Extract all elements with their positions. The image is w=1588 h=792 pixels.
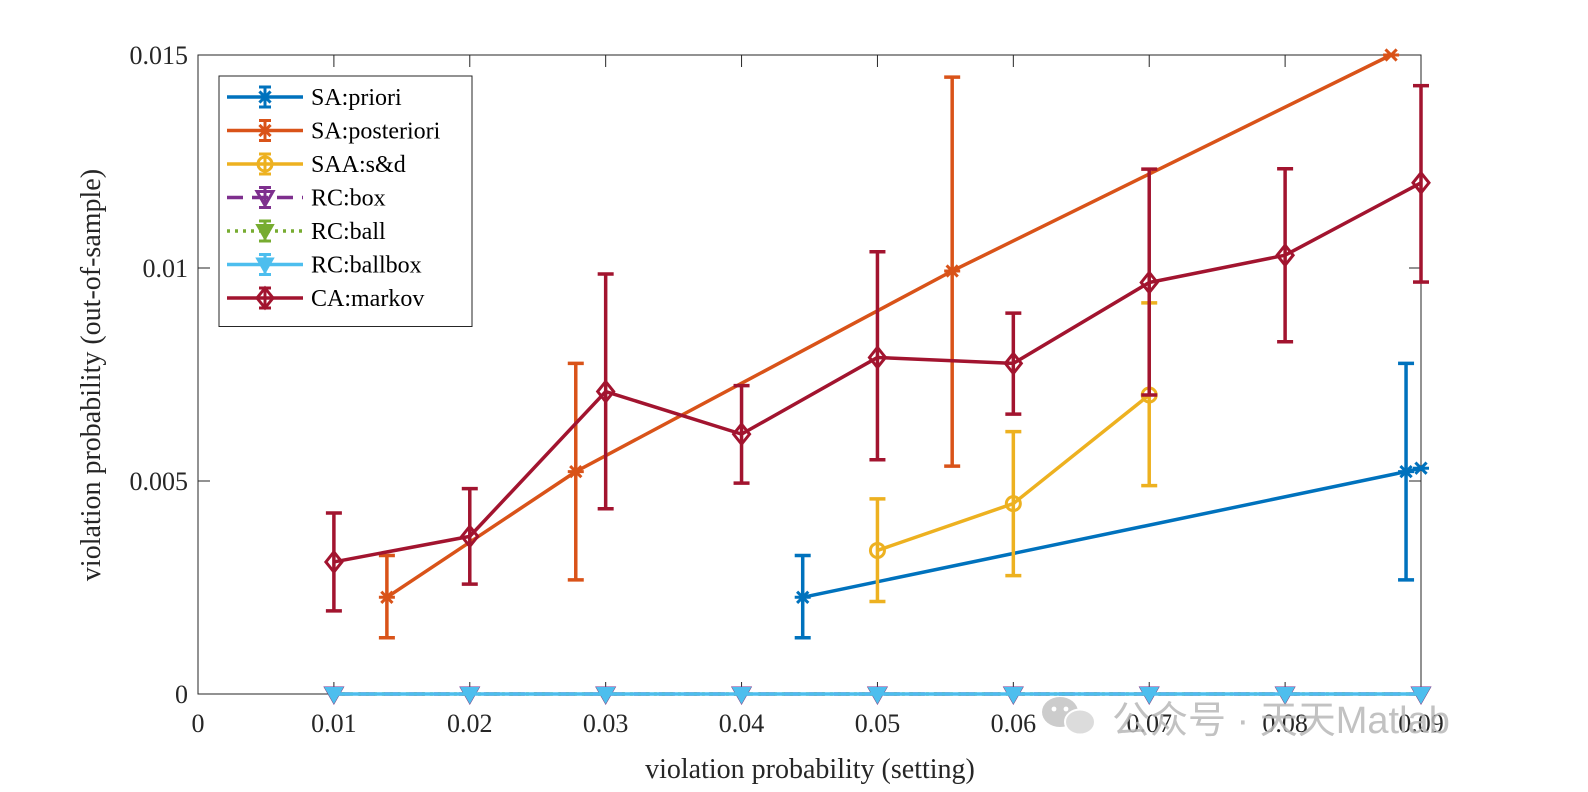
axes: 0 0.01 0.02 0.03 0.04 0.05 0.06 0.07 0.08 0.09 0 0.… (130, 41, 1444, 738)
data-point (595, 687, 616, 705)
data-point (794, 590, 811, 604)
series-line (385, 53, 1392, 599)
legend-marker (255, 224, 275, 242)
legend-marker (257, 90, 273, 104)
legend-marker (254, 190, 276, 209)
error-bar (1277, 166, 1294, 344)
legend-marker (257, 123, 273, 138)
error-bar (461, 486, 478, 586)
data-point (1004, 495, 1022, 513)
data-point (1003, 351, 1024, 376)
legend-label: RC:ballbox (311, 253, 422, 279)
error-bar (597, 272, 614, 511)
legend-marker (255, 257, 275, 275)
watermark-text: 公众号 · 天天Matlab (1112, 700, 1450, 742)
series-line (802, 466, 1422, 600)
plot-area (323, 48, 1432, 706)
series-sa-posteriori (378, 48, 1400, 640)
legend-item: SA:posteriori (227, 119, 441, 145)
x-tick-label: 0.08 (1262, 709, 1308, 738)
legend-marker (255, 285, 275, 311)
data-point (1411, 170, 1431, 196)
legend-label: RC:box (311, 186, 386, 212)
x-tick-label: 0.01 (311, 709, 357, 738)
data-point (1139, 270, 1160, 295)
legend-item: RC:ballbox (227, 253, 422, 279)
legend-item: SA:priori (227, 85, 402, 111)
error-bar (1005, 311, 1022, 416)
data-point (323, 549, 344, 575)
wechat-icon (1042, 697, 1096, 736)
legend-label: SA:posteriori (311, 119, 441, 145)
data-point (867, 687, 888, 705)
x-tick-label: 0.04 (719, 709, 765, 738)
data-point (1383, 48, 1400, 62)
legend: SA:priori SA:posteriori SAA:s&d RC:box RC:ba… (218, 75, 473, 327)
series-sa-priori (794, 361, 1429, 640)
data-point (944, 264, 961, 278)
legend-label: RC:ball (311, 219, 386, 245)
error-bar (733, 383, 750, 485)
legend-item: RC:box (227, 186, 386, 212)
data-point (1398, 464, 1415, 479)
legend-label: SAA:s&d (311, 152, 406, 178)
data-point (567, 464, 584, 479)
y-axis-label: violation probability (out-of-sample) (76, 169, 107, 581)
legend-label: SA:priori (311, 85, 402, 111)
error-bar (325, 511, 342, 613)
legend-item: RC:ball (227, 219, 386, 245)
data-point (1139, 687, 1159, 705)
legend-marker (256, 155, 274, 173)
y-tick-label: 0.015 (130, 41, 189, 70)
legend-item: SAA:s&d (227, 152, 406, 178)
data-point (1411, 687, 1431, 705)
data-point (1003, 687, 1024, 705)
data-point (731, 687, 752, 705)
y-tick-label: 0 (175, 680, 188, 709)
x-tick-label: 0.05 (855, 709, 901, 738)
error-bar (869, 250, 886, 462)
error-bar (869, 497, 886, 604)
data-point (459, 523, 480, 549)
error-bar (1413, 83, 1429, 284)
x-tick-label: 0 (192, 709, 205, 738)
legend-item: CA:markov (227, 285, 424, 312)
series-rc-ballbox (324, 687, 1431, 705)
series-ca-markov (323, 83, 1431, 613)
data-point (1413, 461, 1429, 475)
data-point (868, 541, 886, 559)
data-point (595, 379, 616, 404)
x-tick-label: 0.09 (1398, 709, 1444, 738)
x-axis-label: violation probability (setting) (645, 754, 975, 785)
data-point (378, 590, 395, 604)
x-tick-label: 0.06 (991, 709, 1037, 738)
x-tick-label: 0.02 (447, 709, 493, 738)
data-point (867, 345, 888, 370)
error-bar (1005, 429, 1022, 578)
y-tick-label: 0.005 (130, 467, 189, 496)
data-point (460, 687, 480, 705)
data-point (1275, 242, 1296, 268)
x-tick-label: 0.07 (1126, 709, 1172, 738)
error-bar (1141, 167, 1158, 397)
y-tick-label: 0.01 (143, 254, 189, 283)
data-point (1275, 687, 1295, 705)
data-point (324, 687, 344, 705)
x-tick-label: 0.03 (583, 709, 629, 738)
legend-label: CA:markov (311, 286, 424, 312)
watermark: 公众号 · 天天Matlab (1042, 697, 1450, 742)
data-point (731, 421, 752, 447)
